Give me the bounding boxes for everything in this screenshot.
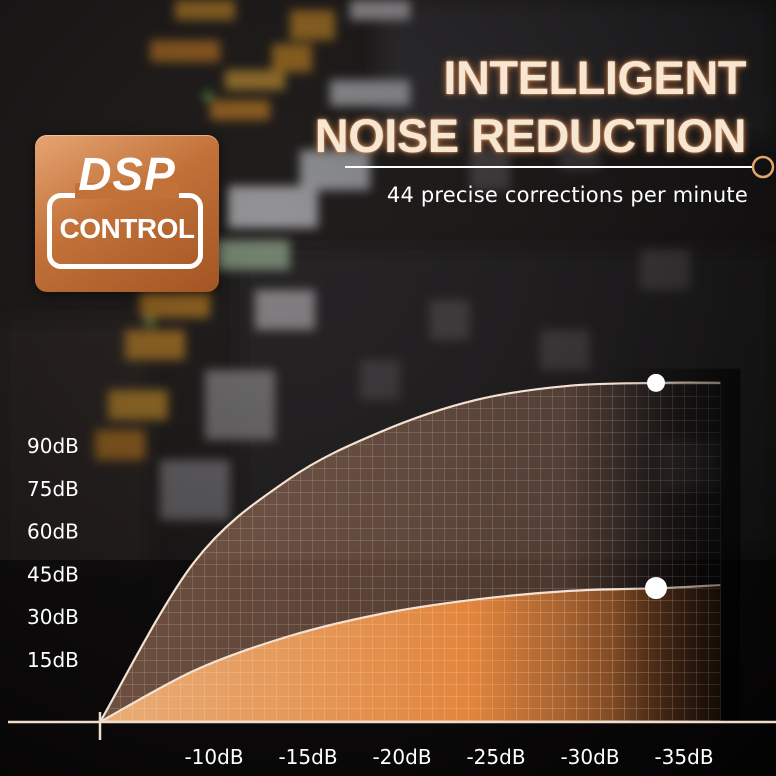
y-tick-label: 60dB xyxy=(27,520,79,544)
chart-areas xyxy=(99,368,741,723)
y-tick-label: 75dB xyxy=(27,477,79,501)
y-tick-label: 45dB xyxy=(27,562,79,586)
badge-frame-gap xyxy=(75,183,179,199)
x-tick-label: -10dB xyxy=(184,745,243,769)
chart-axes xyxy=(8,712,776,740)
end-point-lower xyxy=(645,577,667,600)
chart-fade xyxy=(100,368,741,722)
dsp-control-badge: DSP CONTROL xyxy=(35,135,219,292)
y-tick-label: 30dB xyxy=(27,605,79,629)
x-tick-label: -15dB xyxy=(278,745,337,769)
headline-subtitle: 44 precise corrections per minute xyxy=(386,183,748,207)
x-tick-label: -30dB xyxy=(560,745,619,769)
x-axis-labels: -10dB -15dB -20dB -25dB -30dB -35dB xyxy=(184,745,713,769)
headline-line-1: INTELLIGENT xyxy=(443,51,746,104)
x-tick-label: -20dB xyxy=(372,745,431,769)
headline-line-2: NOISE REDUCTION xyxy=(314,109,747,162)
y-axis-labels: 15dB 30dB 45dB 60dB 75dB 90dB xyxy=(27,434,79,672)
series-end-points xyxy=(645,373,667,600)
x-tick-label: -25dB xyxy=(466,745,525,769)
x-tick-label: -35dB xyxy=(654,745,713,769)
y-tick-label: 15dB xyxy=(27,648,79,672)
badge-dsp-text: DSP xyxy=(78,148,176,200)
end-point-upper xyxy=(647,373,665,392)
y-tick-label: 90dB xyxy=(27,434,79,458)
badge-control-text: CONTROL xyxy=(59,213,195,244)
